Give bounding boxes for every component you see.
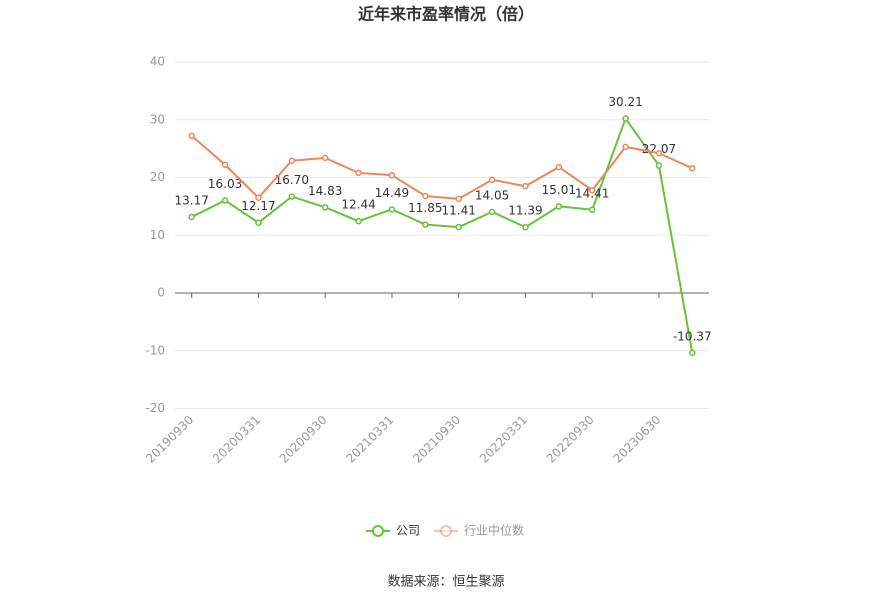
x-tick-label: 20190930 [143, 413, 196, 466]
data-label: 11.41 [442, 204, 476, 218]
point [188, 213, 195, 221]
data-label: 11.39 [508, 204, 542, 218]
data-label: 14.05 [475, 188, 509, 202]
point [255, 219, 262, 226]
legend-label: 行业中位数 [464, 523, 524, 538]
data-label: 13.17 [175, 193, 209, 207]
point [188, 132, 195, 140]
y-tick-label: 10 [150, 228, 165, 242]
source: 数据来源：恒生聚源 [387, 575, 504, 590]
x-tick-label: 20200331 [210, 413, 263, 466]
point [522, 223, 529, 231]
point [622, 115, 629, 122]
point [321, 154, 329, 162]
data-label: 16.03 [208, 177, 242, 191]
point [522, 182, 529, 190]
point [255, 194, 262, 201]
point [321, 204, 329, 211]
x-tick-label: 20210930 [410, 413, 463, 466]
point [488, 176, 496, 184]
point [388, 206, 396, 213]
y-tick-label: -20 [145, 401, 165, 415]
data-label: 12.17 [241, 199, 275, 213]
point [355, 169, 362, 177]
y-tick-label: -10 [145, 343, 165, 357]
data-label: 30.21 [608, 95, 642, 109]
point [689, 349, 696, 357]
series-line [191, 135, 693, 200]
x-tick-label: 20220331 [477, 413, 530, 466]
x-tick-label: 20220930 [544, 413, 597, 466]
legend-marker [372, 525, 384, 537]
legend-marker [440, 525, 453, 537]
y-tick-label: 0 [157, 286, 165, 300]
point [288, 157, 296, 165]
point [288, 193, 296, 200]
point [689, 165, 696, 172]
point [555, 203, 563, 210]
point [455, 223, 462, 231]
data-label: 15.01 [542, 183, 576, 197]
point [355, 217, 362, 225]
point [588, 186, 596, 194]
y-tick-label: 20 [150, 170, 165, 184]
point [655, 149, 663, 157]
point [221, 197, 229, 204]
legend-label: 公司 [396, 524, 420, 538]
point [422, 192, 429, 200]
point [588, 206, 596, 214]
series-line [191, 116, 694, 354]
point [388, 171, 396, 179]
x-tick-label: 20200930 [277, 413, 330, 466]
y-tick-label: 40 [150, 55, 165, 69]
point [455, 195, 462, 203]
point [422, 221, 429, 228]
point [221, 161, 229, 169]
point [622, 143, 629, 151]
x-tick-label: 20210331 [343, 413, 396, 466]
data-label: 14.49 [375, 186, 409, 200]
x-tick-label: 20230630 [610, 413, 663, 466]
point [555, 163, 563, 171]
data-label: 12.44 [341, 198, 375, 212]
data-label: 16.70 [275, 173, 309, 187]
chart-title: 近年来市盈率情况（倍） [358, 5, 534, 24]
data-label: 11.85 [408, 201, 442, 215]
point [655, 162, 663, 169]
point [488, 208, 496, 216]
data-label: -10.37 [673, 329, 712, 343]
y-tick-label: 30 [150, 112, 165, 126]
data-label: 14.83 [308, 184, 342, 198]
